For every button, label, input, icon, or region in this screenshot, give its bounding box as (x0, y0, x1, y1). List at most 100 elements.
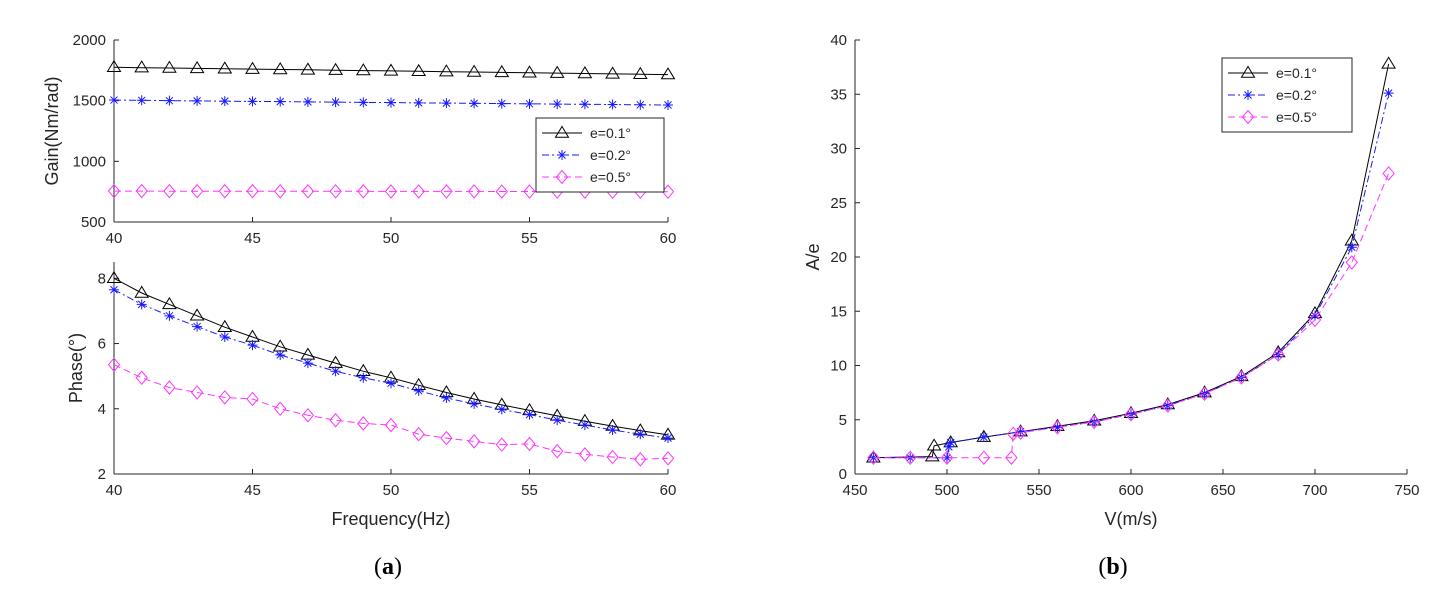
caption-b-open: ( (1098, 554, 1106, 580)
data-point (439, 64, 454, 77)
x-tick-label: 40 (106, 482, 123, 499)
data-point (1346, 242, 1357, 253)
legend-marker (1241, 109, 1255, 125)
data-point (384, 417, 398, 433)
data-point (357, 184, 370, 199)
data-point (1198, 386, 1211, 401)
data-point (1015, 426, 1026, 437)
data-point (246, 183, 259, 199)
data-point (904, 450, 917, 465)
x-tick-label: 55 (521, 230, 538, 247)
data-point (134, 60, 150, 73)
series-line (113, 289, 669, 439)
legend-label: e=0.5° (1276, 109, 1317, 125)
data-point (467, 434, 481, 449)
x-tick-label: 50 (383, 482, 400, 499)
gain-plot: 40 45 50 55 60 500 1000 1500 2000 Gain(Nm/rad) e=0… (42, 32, 676, 247)
data-point (663, 433, 673, 444)
data-point (163, 183, 176, 199)
legend-label: e=0.2° (1276, 87, 1317, 103)
legend: e=0.1° e=0.2° e=0.5° (1221, 57, 1353, 133)
data-point (135, 183, 148, 199)
data-point (189, 60, 205, 74)
data-point (1051, 420, 1064, 435)
legend-marker (555, 169, 569, 185)
data-point (357, 416, 370, 431)
legend-marker (1240, 65, 1256, 78)
series-line (873, 63, 1390, 459)
x-tick-label: 500 (934, 482, 959, 499)
x-tick-label: 650 (1210, 482, 1235, 499)
data-point (496, 404, 507, 415)
data-point (469, 98, 480, 109)
legend-marker (1243, 90, 1253, 100)
data-point (1161, 398, 1174, 413)
series-line (113, 99, 669, 106)
series-line (113, 277, 669, 436)
data-point (578, 447, 592, 462)
data-point (383, 63, 399, 76)
legend-marker (557, 150, 567, 160)
y-tick-label: 25 (830, 195, 847, 212)
data-point (579, 99, 590, 110)
data-point (551, 443, 564, 459)
y-tick-label: 4 (98, 401, 106, 418)
data-point (275, 96, 286, 107)
x-tick-label: 700 (1302, 482, 1327, 499)
data-point (412, 426, 425, 442)
data-point (413, 97, 424, 108)
data-point (632, 66, 648, 79)
data-point (247, 96, 258, 107)
data-point (301, 408, 315, 423)
data-point (1235, 370, 1248, 385)
data-point (524, 409, 535, 420)
data-point (440, 430, 453, 446)
data-point (523, 436, 536, 452)
caption-a-open: ( (374, 554, 382, 580)
data-point (245, 61, 260, 74)
data-point (1088, 414, 1101, 430)
data-point (301, 184, 315, 199)
data-point (1381, 56, 1396, 69)
y-tick-label: 2000 (73, 32, 106, 49)
data-point (136, 299, 147, 310)
data-point (190, 183, 204, 199)
data-point (1052, 422, 1063, 433)
caption-b-close: ) (1120, 554, 1128, 580)
caption-a-close: ) (394, 554, 402, 580)
data-point (1310, 310, 1320, 321)
y-tick-label: 500 (81, 214, 106, 231)
data-point (977, 450, 990, 465)
caption-b-letter: b (1106, 554, 1119, 580)
data-point (1124, 407, 1138, 422)
data-point (189, 308, 205, 321)
data-point (411, 63, 427, 77)
y-tick-label: 10 (830, 358, 847, 375)
data-point (635, 99, 646, 110)
amplitude-velocity-plot: 450 500 550 600 650 700 750 0 5 10 15 20 25 30 35 40 V(m… (803, 32, 1420, 529)
data-point (247, 340, 258, 351)
data-point (246, 391, 259, 407)
legend-marker (554, 125, 570, 138)
data-point (467, 184, 481, 199)
x-tick-label: 40 (106, 230, 123, 247)
data-point (440, 184, 453, 199)
data-point (577, 66, 593, 79)
data-point (107, 183, 121, 199)
legend-label: e=0.1° (1276, 65, 1317, 81)
phase-plot: 40 45 50 55 60 2 4 6 8 Frequency(Hz) Phase(°) (66, 262, 676, 529)
data-point (523, 184, 536, 199)
data-point (217, 319, 233, 332)
data-point (330, 97, 341, 108)
data-point (867, 450, 880, 465)
data-point (219, 332, 230, 343)
data-point (943, 441, 954, 452)
data-point (1382, 166, 1395, 181)
y-axis-label: A/e (803, 243, 823, 270)
data-point (218, 183, 231, 199)
y-tick-label: 30 (830, 141, 847, 158)
y-tick-label: 35 (830, 86, 847, 103)
y-tick-label: 15 (830, 303, 847, 320)
data-point (524, 98, 535, 109)
